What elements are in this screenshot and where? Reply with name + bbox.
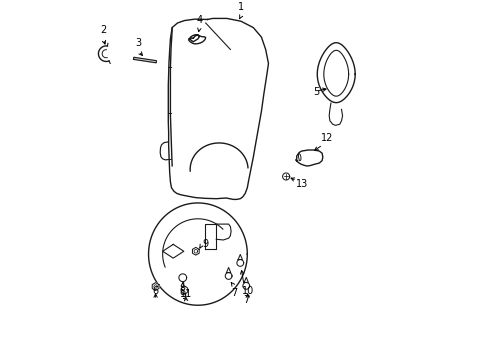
Text: 10: 10 xyxy=(242,287,254,296)
Text: 5: 5 xyxy=(313,87,319,97)
Polygon shape xyxy=(225,273,231,279)
Polygon shape xyxy=(295,150,322,166)
Text: 11: 11 xyxy=(180,289,192,299)
Polygon shape xyxy=(152,283,159,291)
Text: 2: 2 xyxy=(100,25,106,35)
Text: 3: 3 xyxy=(135,38,142,48)
Polygon shape xyxy=(236,260,243,266)
Text: 9: 9 xyxy=(202,239,208,248)
Text: 1: 1 xyxy=(238,3,244,12)
Polygon shape xyxy=(192,247,199,255)
Text: 7: 7 xyxy=(243,294,249,305)
Polygon shape xyxy=(179,274,186,282)
Text: 6: 6 xyxy=(152,287,158,296)
Text: 13: 13 xyxy=(295,179,307,189)
Text: 4: 4 xyxy=(196,15,202,25)
Text: 8: 8 xyxy=(179,287,185,297)
Polygon shape xyxy=(282,173,289,180)
Polygon shape xyxy=(243,283,249,289)
Polygon shape xyxy=(188,35,205,44)
Polygon shape xyxy=(133,57,156,63)
Text: 7: 7 xyxy=(231,288,237,298)
Text: 12: 12 xyxy=(321,133,333,143)
Polygon shape xyxy=(181,287,188,294)
